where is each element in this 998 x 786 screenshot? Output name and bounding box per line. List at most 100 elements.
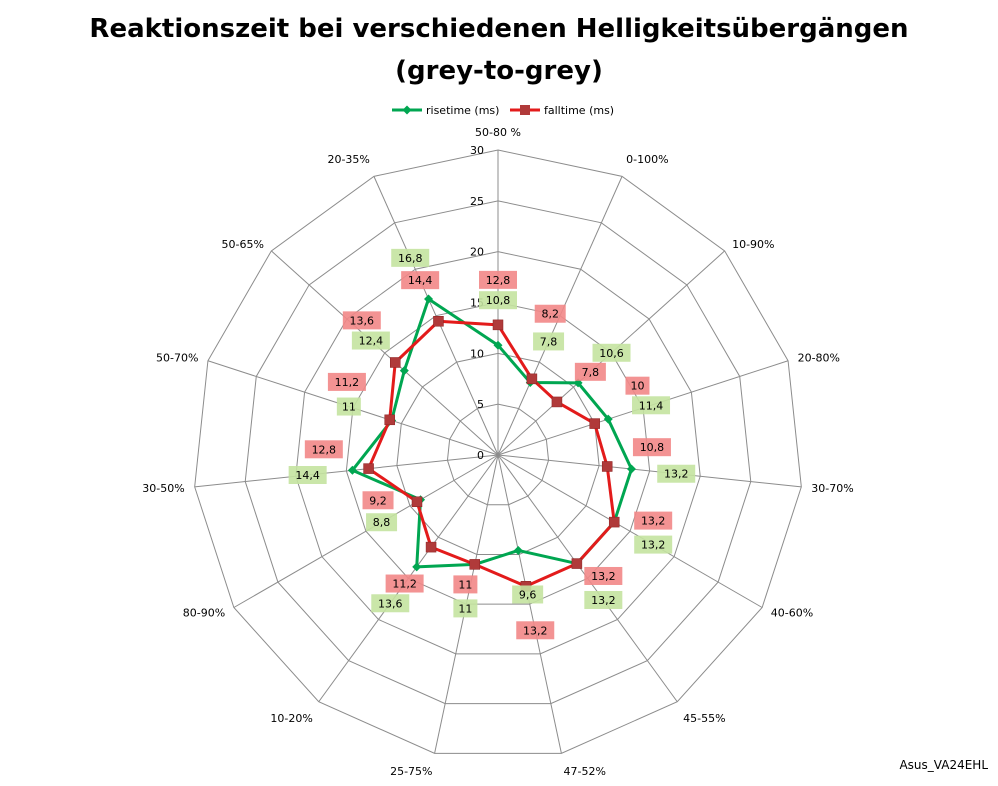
data-point xyxy=(601,461,613,472)
data-label: 10,6 xyxy=(592,343,631,362)
data-label-bg xyxy=(516,621,555,640)
data-label-bg xyxy=(351,331,390,350)
data-point xyxy=(589,418,600,429)
legend: risetime (ms) falltime (ms) xyxy=(392,104,614,117)
data-point xyxy=(492,319,504,331)
grid-spoke xyxy=(497,454,802,488)
data-label-text: 13,2 xyxy=(664,468,689,481)
data-label-bg xyxy=(391,248,430,267)
data-point xyxy=(626,464,636,474)
data-label: 10,8 xyxy=(632,438,671,457)
data-label-bg xyxy=(479,270,517,289)
data-point xyxy=(424,294,434,304)
radar-grid xyxy=(194,149,802,754)
data-label-bg xyxy=(371,594,410,613)
data-label-bg xyxy=(327,372,366,391)
data-label-text: 11,2 xyxy=(335,376,360,389)
data-point xyxy=(399,366,409,376)
data-label: 13,2 xyxy=(634,511,673,530)
data-label-bg xyxy=(634,535,673,554)
grid-spoke xyxy=(271,250,499,456)
chart-title: Reaktionszeit bei verschiedenen Helligke… xyxy=(0,8,998,92)
data-point xyxy=(347,465,357,475)
data-label-text: 7,8 xyxy=(582,366,600,379)
data-point xyxy=(551,396,563,408)
legend-marker xyxy=(402,105,412,115)
grid-ring xyxy=(295,251,701,655)
data-label: 13,2 xyxy=(516,621,555,640)
data-label: 14,4 xyxy=(401,271,440,290)
data-label: 13,2 xyxy=(634,535,673,554)
category-label: 50-70% xyxy=(156,352,198,365)
data-label-text: 11,4 xyxy=(639,399,664,412)
data-label: 13,2 xyxy=(584,590,623,609)
data-point xyxy=(425,541,437,553)
data-label-bg xyxy=(533,332,565,351)
data-point xyxy=(571,558,583,569)
data-label-bg xyxy=(574,362,606,381)
data-label: 7,8 xyxy=(574,362,606,381)
data-label-bg xyxy=(625,376,650,395)
legend-label: falltime (ms) xyxy=(544,104,614,117)
data-point xyxy=(603,414,613,424)
data-label-bg xyxy=(534,304,566,323)
data-label-text: 11 xyxy=(458,578,472,591)
chart-title-line2: (grey-to-grey) xyxy=(395,56,603,86)
series-layer xyxy=(347,294,636,592)
data-label-text: 13,2 xyxy=(523,624,548,637)
data-label-text: 10,8 xyxy=(486,294,511,307)
data-label: 13,2 xyxy=(584,566,623,585)
r-tick-label: 5 xyxy=(477,398,484,411)
data-label-bg xyxy=(366,513,398,532)
data-label-bg xyxy=(632,396,671,415)
data-label-bg xyxy=(632,438,671,457)
r-tick-label: 0 xyxy=(477,449,484,462)
data-label: 11,2 xyxy=(327,372,366,391)
data-label: 11 xyxy=(336,397,361,416)
grid-spoke xyxy=(233,454,499,608)
data-point xyxy=(526,373,538,385)
grid-ring xyxy=(446,403,550,506)
data-label-bg xyxy=(592,343,631,362)
series-line xyxy=(350,297,633,569)
data-point xyxy=(363,463,374,474)
grid-ring xyxy=(396,352,600,555)
r-tick-label: 30 xyxy=(470,144,484,157)
data-label: 11,4 xyxy=(632,396,671,415)
data-label: 8,2 xyxy=(534,304,566,323)
data-label: 12,4 xyxy=(351,331,390,350)
data-label: 11 xyxy=(453,599,478,618)
data-label-text: 13,6 xyxy=(378,597,403,610)
data-label-text: 13,2 xyxy=(591,570,616,583)
data-point xyxy=(608,516,620,528)
category-label: 10-90% xyxy=(732,238,774,251)
data-label-text: 10 xyxy=(630,380,644,393)
legend-marker xyxy=(520,105,530,115)
data-labels: 10,8 7,8 10,6 11,4 13,2 13,2 13,2 9,6 11 13,6 8,8 1… xyxy=(288,248,696,640)
data-label-text: 11 xyxy=(458,602,472,615)
data-label-text: 8,8 xyxy=(373,516,391,529)
data-label-bg xyxy=(342,311,381,330)
category-label: 30-70% xyxy=(811,482,853,495)
data-label-bg xyxy=(584,566,623,585)
data-label-text: 16,8 xyxy=(398,252,423,265)
category-label: 80-90% xyxy=(183,607,225,620)
category-label: 20-35% xyxy=(327,153,369,166)
data-label: 13,6 xyxy=(371,594,410,613)
data-label: 13,2 xyxy=(657,464,696,483)
r-tick-label: 10 xyxy=(470,347,484,360)
data-label-text: 13,2 xyxy=(641,515,666,528)
data-label-text: 13,6 xyxy=(350,314,375,327)
grid-spoke xyxy=(497,454,763,608)
data-label-text: 12,4 xyxy=(359,335,384,348)
data-label: 16,8 xyxy=(391,248,430,267)
data-label: 11,2 xyxy=(385,574,424,593)
category-label: 10-20% xyxy=(270,712,312,725)
category-labels: 50-80 % 0-100% 10-90% 20-80% 30-70% 40-60% 45-… xyxy=(142,126,853,778)
series-falltime xyxy=(363,316,620,592)
grid-spoke xyxy=(194,454,499,488)
category-label: 0-100% xyxy=(626,153,668,166)
data-label-text: 8,2 xyxy=(541,308,559,321)
category-label: 20-80% xyxy=(798,352,840,365)
